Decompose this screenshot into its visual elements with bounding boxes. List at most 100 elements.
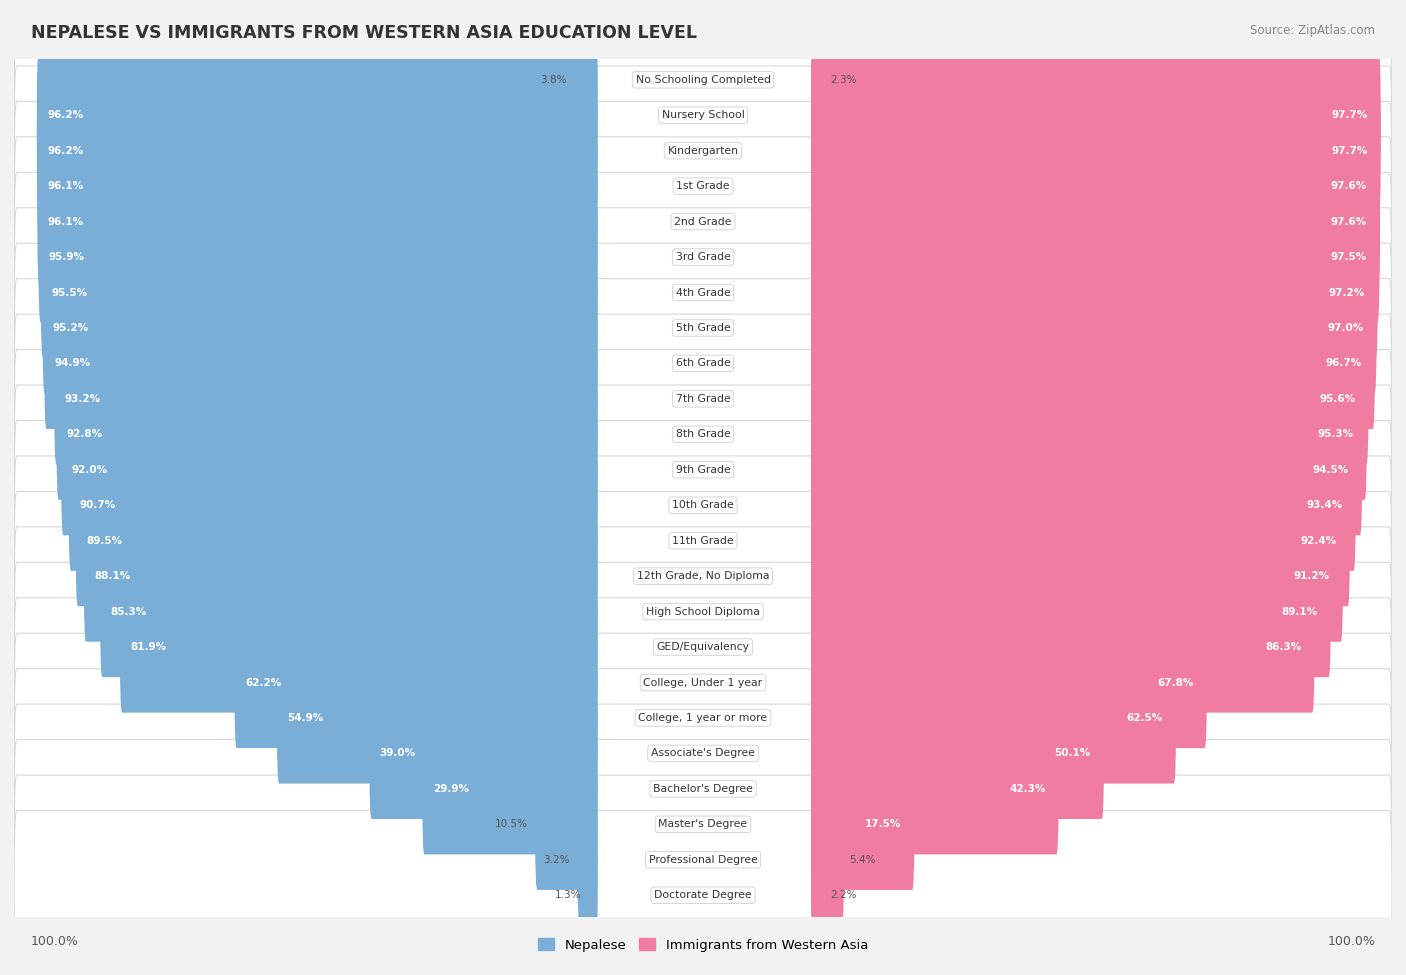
Text: 100.0%: 100.0% — [31, 935, 79, 948]
Text: 12th Grade, No Diploma: 12th Grade, No Diploma — [637, 571, 769, 581]
FancyBboxPatch shape — [811, 85, 1381, 216]
FancyBboxPatch shape — [14, 775, 1392, 945]
Text: 96.1%: 96.1% — [48, 181, 84, 191]
FancyBboxPatch shape — [14, 420, 1392, 590]
Text: NEPALESE VS IMMIGRANTS FROM WESTERN ASIA EDUCATION LEVEL: NEPALESE VS IMMIGRANTS FROM WESTERN ASIA… — [31, 24, 697, 42]
FancyBboxPatch shape — [370, 687, 598, 819]
FancyBboxPatch shape — [811, 227, 1378, 358]
Text: 92.4%: 92.4% — [1301, 535, 1337, 546]
FancyBboxPatch shape — [811, 15, 825, 145]
Text: 100.0%: 100.0% — [1327, 935, 1375, 948]
Text: 2nd Grade: 2nd Grade — [675, 216, 731, 226]
FancyBboxPatch shape — [811, 262, 1376, 394]
FancyBboxPatch shape — [811, 297, 1375, 429]
Text: High School Diploma: High School Diploma — [647, 606, 759, 616]
Text: 1.3%: 1.3% — [554, 890, 581, 900]
FancyBboxPatch shape — [14, 136, 1392, 306]
FancyBboxPatch shape — [14, 350, 1392, 519]
FancyBboxPatch shape — [14, 598, 1392, 767]
Text: 2.2%: 2.2% — [830, 890, 856, 900]
FancyBboxPatch shape — [14, 633, 1392, 802]
FancyBboxPatch shape — [811, 830, 825, 960]
FancyBboxPatch shape — [38, 191, 598, 323]
Text: 67.8%: 67.8% — [1157, 678, 1194, 687]
FancyBboxPatch shape — [14, 385, 1392, 555]
FancyBboxPatch shape — [42, 262, 598, 394]
FancyBboxPatch shape — [811, 333, 1368, 464]
Legend: Nepalese, Immigrants from Western Asia: Nepalese, Immigrants from Western Asia — [533, 933, 873, 957]
Text: 17.5%: 17.5% — [865, 819, 901, 830]
Text: 62.2%: 62.2% — [245, 678, 281, 687]
Text: Source: ZipAtlas.com: Source: ZipAtlas.com — [1250, 24, 1375, 37]
Text: 3.2%: 3.2% — [544, 855, 569, 865]
Text: 3rd Grade: 3rd Grade — [675, 253, 731, 262]
Text: 92.8%: 92.8% — [67, 429, 103, 440]
FancyBboxPatch shape — [422, 723, 598, 854]
FancyBboxPatch shape — [811, 723, 1059, 854]
Text: 10th Grade: 10th Grade — [672, 500, 734, 510]
Text: 39.0%: 39.0% — [380, 749, 416, 759]
FancyBboxPatch shape — [14, 279, 1392, 448]
Text: 8th Grade: 8th Grade — [676, 429, 730, 440]
Text: 97.5%: 97.5% — [1330, 253, 1367, 262]
Text: 94.5%: 94.5% — [1313, 465, 1348, 475]
FancyBboxPatch shape — [45, 297, 598, 429]
FancyBboxPatch shape — [62, 405, 598, 535]
FancyBboxPatch shape — [120, 581, 598, 713]
Text: 42.3%: 42.3% — [1010, 784, 1046, 794]
FancyBboxPatch shape — [811, 581, 1315, 713]
Text: 2.3%: 2.3% — [831, 75, 858, 85]
FancyBboxPatch shape — [14, 208, 1392, 377]
FancyBboxPatch shape — [277, 652, 598, 784]
Text: 91.2%: 91.2% — [1294, 571, 1330, 581]
Text: 97.0%: 97.0% — [1327, 323, 1364, 332]
Text: 81.9%: 81.9% — [131, 643, 166, 652]
FancyBboxPatch shape — [38, 156, 598, 288]
Text: 95.6%: 95.6% — [1319, 394, 1355, 404]
FancyBboxPatch shape — [811, 511, 1343, 642]
Text: College, 1 year or more: College, 1 year or more — [638, 713, 768, 722]
FancyBboxPatch shape — [14, 491, 1392, 661]
Text: 95.3%: 95.3% — [1317, 429, 1354, 440]
Text: 97.6%: 97.6% — [1330, 216, 1367, 226]
FancyBboxPatch shape — [100, 546, 598, 678]
Text: 89.5%: 89.5% — [86, 535, 122, 546]
FancyBboxPatch shape — [37, 50, 598, 180]
Text: 88.1%: 88.1% — [94, 571, 131, 581]
FancyBboxPatch shape — [811, 759, 914, 890]
Text: 96.7%: 96.7% — [1326, 359, 1362, 369]
Text: 89.1%: 89.1% — [1281, 606, 1317, 616]
Text: 95.2%: 95.2% — [53, 323, 89, 332]
FancyBboxPatch shape — [76, 475, 598, 606]
FancyBboxPatch shape — [589, 830, 598, 960]
FancyBboxPatch shape — [811, 475, 1350, 606]
Text: 96.1%: 96.1% — [48, 216, 84, 226]
FancyBboxPatch shape — [14, 173, 1392, 342]
FancyBboxPatch shape — [84, 511, 598, 642]
Text: Professional Degree: Professional Degree — [648, 855, 758, 865]
Text: Master's Degree: Master's Degree — [658, 819, 748, 830]
Text: 96.2%: 96.2% — [48, 145, 83, 156]
FancyBboxPatch shape — [811, 156, 1381, 288]
Text: 97.7%: 97.7% — [1331, 110, 1368, 120]
Text: 3.8%: 3.8% — [540, 75, 567, 85]
FancyBboxPatch shape — [811, 795, 844, 925]
Text: Associate's Degree: Associate's Degree — [651, 749, 755, 759]
FancyBboxPatch shape — [38, 121, 598, 252]
Text: 1st Grade: 1st Grade — [676, 181, 730, 191]
FancyBboxPatch shape — [14, 243, 1392, 412]
FancyBboxPatch shape — [14, 563, 1392, 732]
FancyBboxPatch shape — [811, 687, 1104, 819]
Text: 97.6%: 97.6% — [1330, 181, 1367, 191]
Text: 94.9%: 94.9% — [55, 359, 91, 369]
Text: Doctorate Degree: Doctorate Degree — [654, 890, 752, 900]
FancyBboxPatch shape — [536, 759, 598, 890]
FancyBboxPatch shape — [578, 795, 598, 925]
FancyBboxPatch shape — [811, 50, 1381, 180]
FancyBboxPatch shape — [811, 191, 1379, 323]
Text: 5th Grade: 5th Grade — [676, 323, 730, 332]
Text: 5.4%: 5.4% — [849, 855, 876, 865]
Text: 96.2%: 96.2% — [48, 110, 83, 120]
Text: 95.5%: 95.5% — [51, 288, 87, 297]
Text: 97.7%: 97.7% — [1331, 145, 1368, 156]
